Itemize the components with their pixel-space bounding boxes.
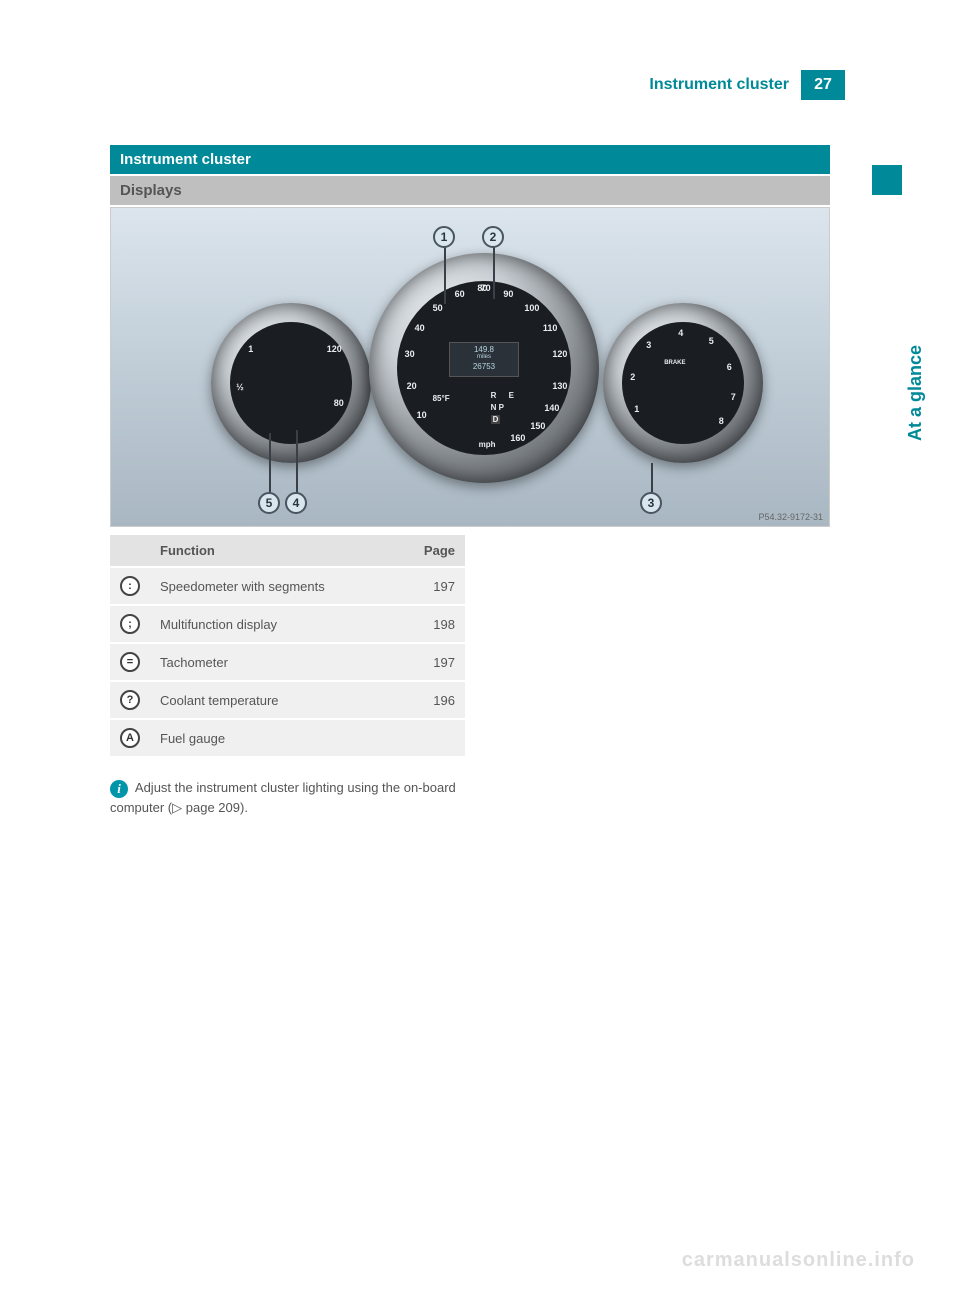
tick: 2 [630, 372, 635, 382]
tick: 60 [455, 289, 465, 299]
row-function-1: Speedometer with segments [150, 567, 405, 605]
callout-4: 4 [285, 492, 307, 514]
row-icon-1: : [120, 576, 140, 596]
tick: 6 [727, 362, 732, 372]
tick: 30 [405, 349, 415, 359]
tick: 110 [543, 323, 558, 333]
table-header-page: Page [405, 535, 465, 567]
tick: 1 [634, 404, 639, 414]
row-icon-4: ? [120, 690, 140, 710]
table-header-function: Function [150, 535, 405, 567]
table-row: = Tachometer 197 [110, 643, 465, 681]
callout-1: 1 [433, 226, 455, 248]
gear-np: N P [491, 403, 504, 412]
tick: 4 [678, 328, 683, 338]
odometer-display: 149.8 miles 26753 [449, 342, 519, 377]
note-page-ref: page 209). [186, 800, 248, 815]
image-reference: P54.32-9172-31 [758, 512, 823, 522]
tick: 120 [327, 344, 342, 354]
tick: 7 [731, 392, 736, 402]
tick: 3 [646, 340, 651, 350]
row-page-5 [405, 719, 465, 756]
row-icon-5: A [120, 728, 140, 748]
temp-display: 85°F [433, 394, 450, 403]
callout-line [296, 430, 298, 498]
table-row: A Fuel gauge [110, 719, 465, 756]
callout-line [269, 433, 271, 498]
tick: 160 [510, 433, 525, 443]
callout-line [493, 244, 495, 299]
info-icon: i [110, 780, 128, 798]
function-table: Function Page : Speedometer with segment… [110, 535, 465, 756]
tick: 80 [334, 398, 344, 408]
tick: 130 [552, 381, 567, 391]
table-row: : Speedometer with segments 197 [110, 567, 465, 605]
row-page-1: 197 [405, 567, 465, 605]
row-function-2: Multifunction display [150, 605, 405, 643]
table-row: ? Coolant temperature 196 [110, 681, 465, 719]
odometer-total: 26753 [450, 362, 518, 372]
odometer-trip: 149.8 [450, 345, 518, 355]
callout-line [444, 244, 446, 304]
tick: 20 [407, 381, 417, 391]
section-banner: Instrument cluster [110, 145, 830, 174]
watermark: carmanualsonline.info [682, 1249, 915, 1272]
tick: 80 [477, 283, 487, 293]
odometer-unit: miles [450, 354, 518, 361]
tick: 120 [552, 349, 567, 359]
callout-3: 3 [640, 492, 662, 514]
subsection-banner: Displays [110, 176, 830, 205]
tick: 40 [415, 323, 425, 333]
side-tab-marker [872, 165, 902, 195]
note-symbol: ▷ [172, 800, 182, 815]
tachometer-gauge: 1 2 3 4 5 6 7 8 BRAKE [603, 303, 763, 463]
row-page-4: 196 [405, 681, 465, 719]
row-function-4: Coolant temperature [150, 681, 405, 719]
gear-d: D [491, 415, 501, 424]
row-page-3: 197 [405, 643, 465, 681]
row-icon-3: = [120, 652, 140, 672]
mph-label: mph [479, 440, 496, 449]
tick: 140 [544, 403, 559, 413]
header-title: Instrument cluster [649, 76, 789, 94]
tick: 100 [524, 303, 539, 313]
gear-r: R [491, 391, 497, 400]
row-function-3: Tachometer [150, 643, 405, 681]
page-number: 27 [801, 70, 845, 100]
table-header-empty [110, 535, 150, 567]
tick: 90 [503, 289, 513, 299]
side-tab [872, 165, 902, 345]
row-function-5: Fuel gauge [150, 719, 405, 756]
tick: 5 [709, 336, 714, 346]
tick: 8 [719, 416, 724, 426]
callout-5: 5 [258, 492, 280, 514]
instrument-cluster-image: ½ 1 120 80 149.8 miles 26753 10 20 30 40… [110, 207, 830, 527]
gear-e: E [509, 391, 514, 400]
tick: 150 [530, 421, 545, 431]
table-row: ; Multifunction display 198 [110, 605, 465, 643]
fuel-coolant-gauge: ½ 1 120 80 [211, 303, 371, 463]
row-page-2: 198 [405, 605, 465, 643]
callout-2: 2 [482, 226, 504, 248]
tick: 1 [248, 344, 253, 354]
side-label: At a glance [905, 345, 926, 441]
row-icon-2: ; [120, 614, 140, 634]
tick: 10 [417, 410, 427, 420]
tick: 50 [433, 303, 443, 313]
speedometer-gauge: 149.8 miles 26753 10 20 30 40 50 60 70 8… [369, 253, 599, 483]
note-text-1: Adjust the instrument cluster lighting u… [110, 780, 456, 815]
page-header: Instrument cluster 27 [110, 70, 845, 100]
tick: ½ [236, 382, 244, 392]
brake-label: BRAKE [664, 360, 685, 366]
info-note: i Adjust the instrument cluster lighting… [110, 778, 465, 817]
